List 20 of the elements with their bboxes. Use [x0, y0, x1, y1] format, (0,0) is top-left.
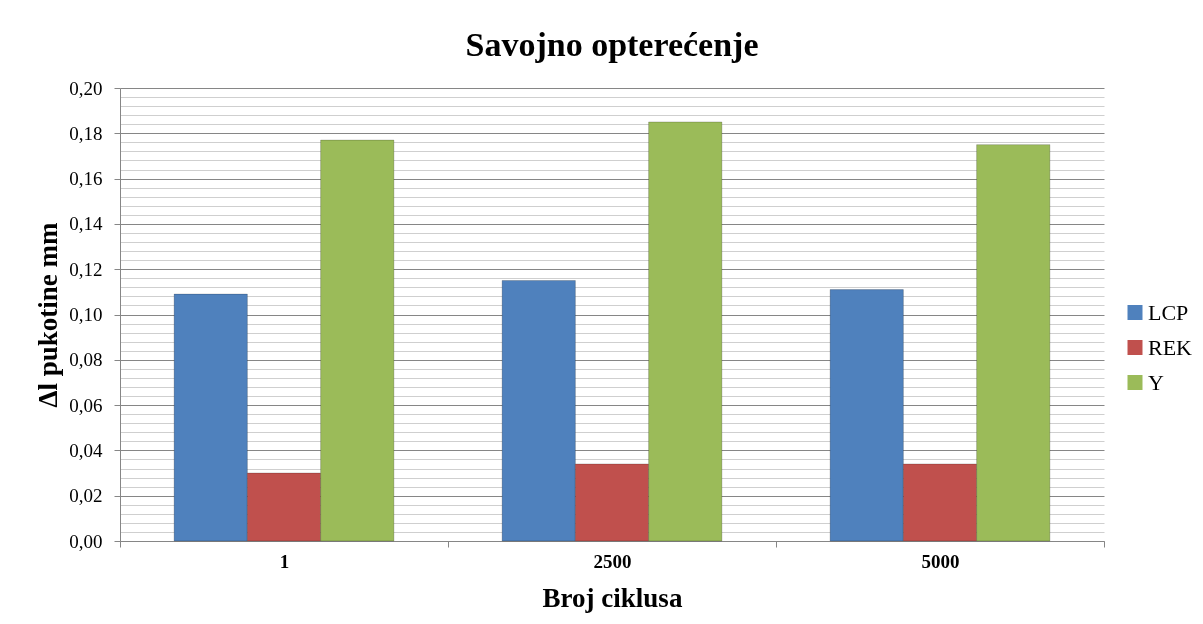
y-tick-label: 0,12: [69, 258, 103, 280]
y-axis-title: Δl pukotine mm: [33, 222, 64, 408]
x-axis-title: Broj ciklusa: [542, 582, 683, 613]
x-tick-label: 5000: [921, 550, 960, 572]
y-tick-label: 0,14: [69, 213, 103, 235]
x-tick-label: 1: [279, 550, 290, 572]
x-tick-label: 2500: [593, 550, 632, 572]
y-tick-label: 0,18: [69, 122, 103, 144]
y-tick-label: 0,08: [69, 349, 103, 371]
y-tick-label: 0,16: [69, 168, 103, 190]
y-tick-label: 0,10: [69, 304, 103, 325]
legend-label: REK: [1148, 334, 1193, 360]
y-tick-label: 0,02: [69, 485, 103, 507]
y-tick-label: 0,04: [69, 439, 103, 461]
legend-label: LCP: [1148, 299, 1189, 325]
chart-title: Savojno opterećenje: [465, 26, 759, 63]
y-tick-label: 0,20: [69, 77, 103, 99]
legend-label: Y: [1148, 369, 1164, 395]
y-tick-label: 0,06: [69, 394, 103, 416]
y-tick-label: 0,00: [69, 530, 103, 552]
